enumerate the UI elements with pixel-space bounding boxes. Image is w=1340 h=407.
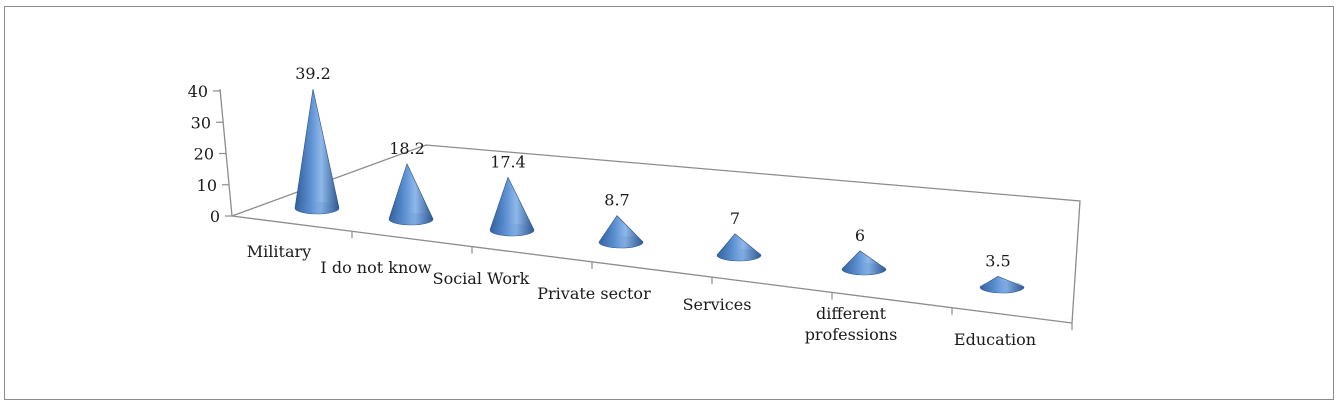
cone-mark bbox=[294, 89, 340, 215]
floor-back-edges bbox=[231, 144, 1081, 324]
y-tick-label: 0 bbox=[210, 207, 220, 226]
chart-frame bbox=[4, 6, 1334, 400]
data-label: 8.7 bbox=[604, 191, 629, 210]
category-label: Private sector bbox=[537, 284, 651, 303]
data-label: 18.2 bbox=[389, 139, 425, 158]
category-label: different bbox=[816, 304, 887, 323]
cone-mark bbox=[716, 233, 762, 262]
category-label: Military bbox=[247, 242, 311, 261]
y-tick-label: 10 bbox=[197, 176, 217, 195]
category-label: Social Work bbox=[433, 269, 530, 288]
cone-mark bbox=[979, 276, 1025, 294]
y-tick-label: 30 bbox=[191, 113, 211, 132]
data-label: 39.2 bbox=[295, 64, 331, 83]
cones-group bbox=[294, 89, 1025, 294]
category-label: Services bbox=[683, 295, 752, 314]
cone-mark bbox=[489, 176, 535, 237]
data-label: 17.4 bbox=[490, 152, 526, 171]
category-label: professions bbox=[805, 325, 898, 344]
data-label: 6 bbox=[855, 226, 865, 245]
cone-mark bbox=[388, 163, 434, 226]
category-label: I do not know bbox=[320, 258, 431, 277]
y-axis-line bbox=[219, 88, 233, 217]
data-label: 3.5 bbox=[985, 251, 1010, 270]
cone-mark bbox=[841, 250, 887, 276]
y-tick-label: 40 bbox=[188, 82, 208, 101]
data-label: 7 bbox=[730, 209, 740, 228]
cone-mark bbox=[598, 215, 644, 249]
floor-front-edge bbox=[231, 215, 1073, 324]
category-label: Education bbox=[954, 330, 1036, 349]
labels-group: 39.2 18.2 17.4 8.7 7 6 3.5 Military I do not kno… bbox=[247, 64, 1036, 349]
y-axis-ticks: 0 10 20 30 40 bbox=[188, 82, 232, 226]
y-tick-label: 20 bbox=[194, 145, 214, 164]
